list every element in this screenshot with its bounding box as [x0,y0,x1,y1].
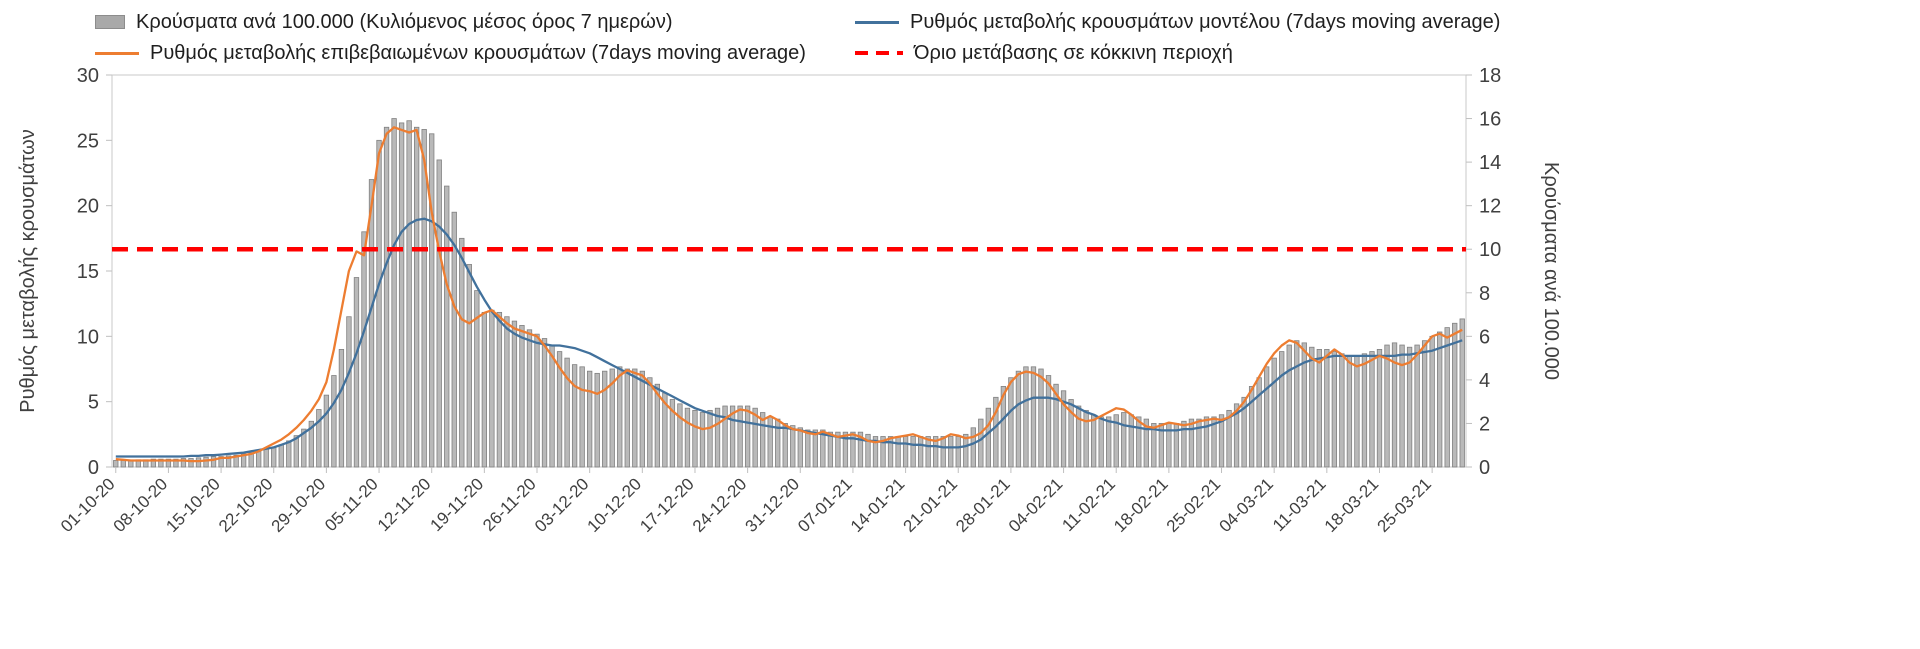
svg-text:11-03-21: 11-03-21 [1269,474,1330,535]
legend-item-red-zone-threshold: Όριο μετάβασης σε κόκκινη περιοχή [855,39,1233,67]
svg-text:10: 10 [1479,239,1501,261]
svg-text:01-10-20: 01-10-20 [57,474,119,536]
svg-text:25: 25 [77,130,99,152]
svg-text:10-12-20: 10-12-20 [584,474,646,536]
svg-text:18-03-21: 18-03-21 [1321,474,1383,536]
svg-text:05-11-20: 05-11-20 [321,474,382,535]
svg-text:26-11-20: 26-11-20 [479,474,540,535]
model-rate-line [115,217,1463,458]
svg-text:07-01-21: 07-01-21 [794,474,856,536]
svg-text:17-12-20: 17-12-20 [636,474,698,536]
left-axis-ticks: 0 5 10 15 20 25 30 [77,65,112,479]
svg-text:15-10-20: 15-10-20 [162,474,224,536]
legend-item-cases-per-100k: Κρούσματα ανά 100.000 (Κυλιόμενος μέσος … [95,8,673,36]
bar-series-swatch-icon [95,15,125,29]
left-axis-title: Ρυθμός μεταβολής κρουσμάτων [17,129,39,413]
svg-text:25-03-21: 25-03-21 [1373,474,1435,536]
legend-item-confirmed-rate: Ρυθμός μεταβολής επιβεβαιωμένων κρουσμάτ… [95,39,806,67]
svg-text:4: 4 [1479,370,1490,392]
svg-text:30: 30 [77,65,99,87]
legend-label-cases-per-100k: Κρούσματα ανά 100.000 (Κυλιόμενος μέσος … [136,10,673,33]
svg-text:0: 0 [1479,457,1490,479]
svg-text:5: 5 [88,392,99,414]
plot-border [111,74,1467,468]
svg-text:14-01-21: 14-01-21 [847,474,909,536]
svg-text:12: 12 [1479,196,1501,218]
svg-text:18: 18 [1479,65,1501,87]
svg-text:14: 14 [1479,152,1501,174]
svg-text:11-02-21: 11-02-21 [1058,474,1119,535]
svg-text:28-01-21: 28-01-21 [952,474,1014,536]
svg-text:21-01-21: 21-01-21 [900,474,962,536]
legend-item-model-rate: Ρυθμός μεταβολής κρουσμάτων μοντέλου (7d… [855,8,1500,36]
svg-text:15: 15 [77,261,99,283]
legend-label-red-zone-threshold: Όριο μετάβασης σε κόκκινη περιοχή [914,41,1233,64]
x-axis-ticks: 01-10-2008-10-2015-10-2022-10-2029-10-20… [57,467,1435,536]
svg-text:04-03-21: 04-03-21 [1215,474,1277,536]
svg-text:2: 2 [1479,413,1490,435]
svg-text:22-10-20: 22-10-20 [215,474,277,536]
plot-layer: 0 5 10 15 20 25 30 0 2 4 6 8 10 12 14 16 18 01-10-2008-10… [57,65,1501,536]
legend-label-model-rate: Ρυθμός μεταβολής κρουσμάτων μοντέλου (7d… [910,10,1501,33]
svg-text:08-10-20: 08-10-20 [110,474,172,536]
orange-line-swatch-icon [95,51,139,55]
svg-text:31-12-20: 31-12-20 [742,474,804,536]
svg-text:03-12-20: 03-12-20 [531,474,593,536]
svg-text:16: 16 [1479,109,1501,131]
svg-text:25-02-21: 25-02-21 [1163,474,1225,536]
svg-text:12-11-20: 12-11-20 [374,474,435,535]
blue-line-swatch-icon [855,20,899,24]
svg-text:20: 20 [77,196,99,218]
confirmed-rate-line [115,126,1463,463]
svg-text:0: 0 [88,457,99,479]
bars-series-cases-per-100k [113,118,1465,468]
svg-text:8: 8 [1479,283,1490,305]
svg-text:04-02-21: 04-02-21 [1005,474,1067,536]
right-axis-ticks: 0 2 4 6 8 10 12 14 16 18 [1466,65,1501,479]
svg-text:6: 6 [1479,326,1490,348]
svg-text:19-11-20: 19-11-20 [427,474,488,535]
right-axis-title: Κρούσματα ανά 100.000 [1540,162,1562,380]
red-dashed-swatch-icon [855,51,903,55]
svg-text:10: 10 [77,326,99,348]
svg-text:18-02-21: 18-02-21 [1110,474,1172,536]
legend-label-confirmed-rate: Ρυθμός μεταβολής επιβεβαιωμένων κρουσμάτ… [150,41,806,64]
svg-text:24-12-20: 24-12-20 [689,474,751,536]
svg-text:29-10-20: 29-10-20 [268,474,330,536]
